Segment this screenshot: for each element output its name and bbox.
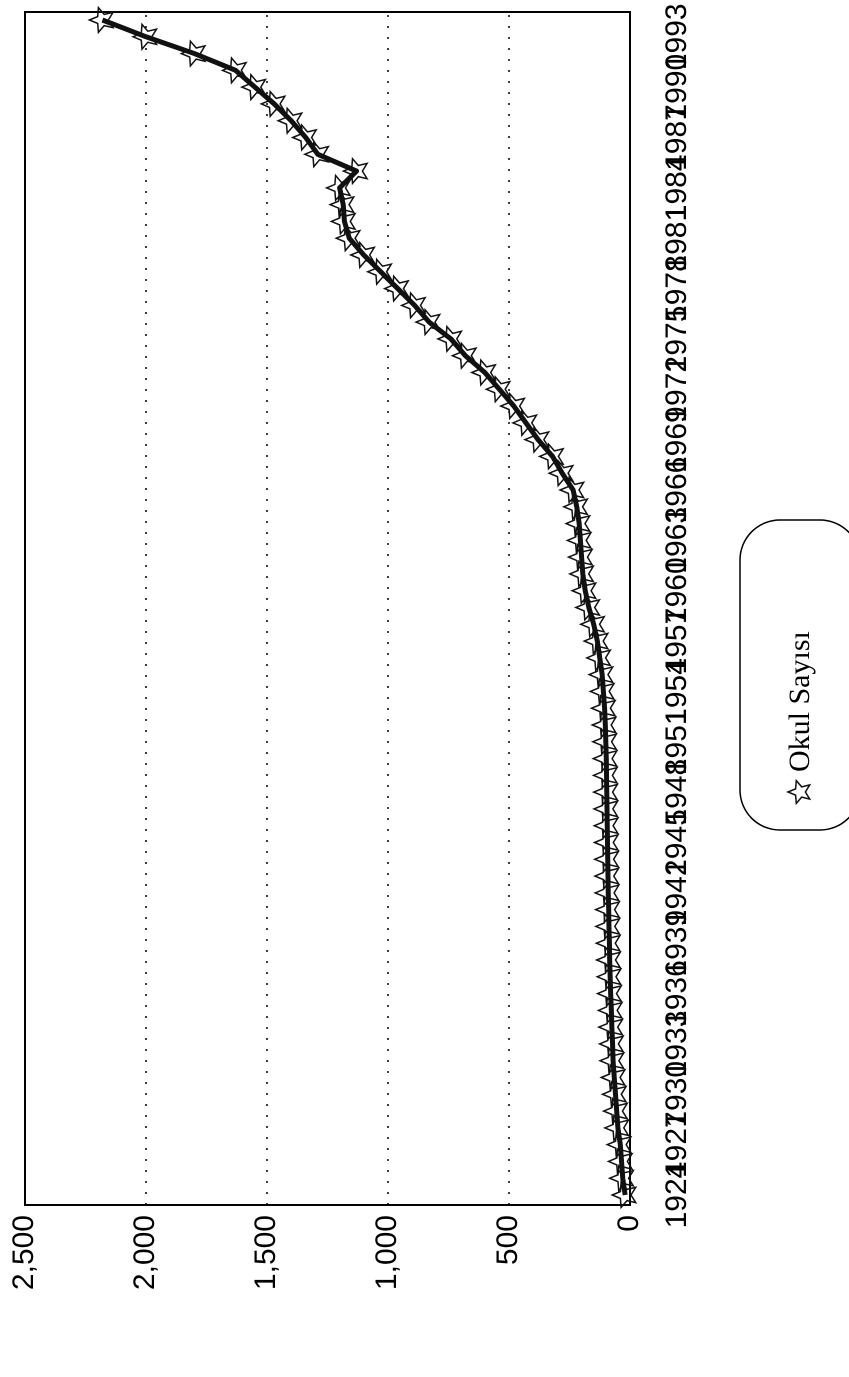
point-marker	[606, 1147, 634, 1176]
x-tick-label: 1966	[660, 457, 693, 524]
point-marker	[567, 559, 595, 589]
y-tick-label: 1,000	[370, 1215, 403, 1290]
x-tick-label: 1924	[660, 1162, 693, 1229]
point-marker	[587, 660, 615, 689]
point-marker	[469, 358, 497, 387]
point-marker	[605, 1130, 633, 1159]
x-tick-label: 1939	[660, 910, 693, 977]
point-marker	[584, 643, 612, 673]
x-tick-label: 1990	[660, 54, 693, 121]
x-tick-label: 1969	[660, 406, 693, 473]
point-marker	[329, 207, 357, 236]
point-marker	[547, 459, 575, 488]
x-tick-label: 1978	[660, 255, 693, 322]
x-tick-label: 1993	[660, 3, 693, 70]
point-marker	[570, 576, 598, 605]
y-tick-label: 0	[612, 1215, 645, 1232]
point-marker	[87, 5, 115, 35]
x-tick-label: 1981	[660, 205, 693, 272]
x-tick-label: 1945	[660, 809, 693, 876]
x-tick-label: 1930	[660, 1061, 693, 1128]
x-tick-label: 1942	[660, 859, 693, 926]
point-marker	[435, 324, 463, 354]
point-marker	[590, 710, 618, 740]
point-marker	[596, 996, 624, 1025]
point-marker	[602, 1113, 630, 1143]
point-marker	[220, 56, 248, 85]
point-marker	[599, 1063, 627, 1092]
point-marker	[365, 257, 393, 286]
x-tick-label: 1960	[660, 557, 693, 624]
x-tick-label: 1933	[660, 1011, 693, 1078]
y-tick-label: 1,500	[249, 1215, 282, 1290]
x-tick-label: 1975	[660, 306, 693, 373]
point-marker	[179, 39, 207, 68]
point-marker	[597, 1029, 625, 1059]
x-tick-label: 1984	[660, 154, 693, 221]
point-marker	[564, 509, 592, 538]
legend-box	[739, 519, 849, 831]
point-marker	[324, 173, 352, 203]
y-tick-label: 2,000	[128, 1215, 161, 1290]
point-marker	[382, 274, 410, 303]
x-tick-label: 1936	[660, 960, 693, 1027]
point-marker	[341, 156, 369, 186]
point-marker	[239, 72, 267, 102]
point-marker	[566, 542, 594, 572]
point-marker	[131, 22, 159, 51]
point-marker	[600, 1080, 628, 1109]
y-tick-label: 500	[491, 1215, 524, 1265]
legend-label: Okul Sayısı	[783, 631, 816, 772]
x-tick-label: 1927	[660, 1111, 693, 1178]
point-marker	[565, 526, 593, 555]
point-marker	[588, 677, 616, 706]
y-tick-label: 2,500	[7, 1215, 40, 1290]
point-marker	[589, 694, 617, 723]
x-tick-label: 1987	[660, 104, 693, 171]
x-tick-label: 1957	[660, 608, 693, 675]
point-marker	[259, 89, 287, 119]
data-line	[101, 17, 628, 1196]
x-tick-label: 1948	[660, 759, 693, 826]
legend-marker	[786, 778, 812, 806]
point-marker	[399, 291, 427, 320]
x-tick-label: 1972	[660, 356, 693, 423]
point-marker	[276, 106, 304, 135]
x-tick-label: 1954	[660, 658, 693, 725]
x-tick-label: 1963	[660, 507, 693, 574]
plot-frame	[24, 11, 631, 1206]
point-marker	[610, 1180, 638, 1210]
point-marker	[607, 1164, 635, 1193]
point-marker	[601, 1096, 629, 1126]
x-tick-label: 1951	[660, 708, 693, 775]
